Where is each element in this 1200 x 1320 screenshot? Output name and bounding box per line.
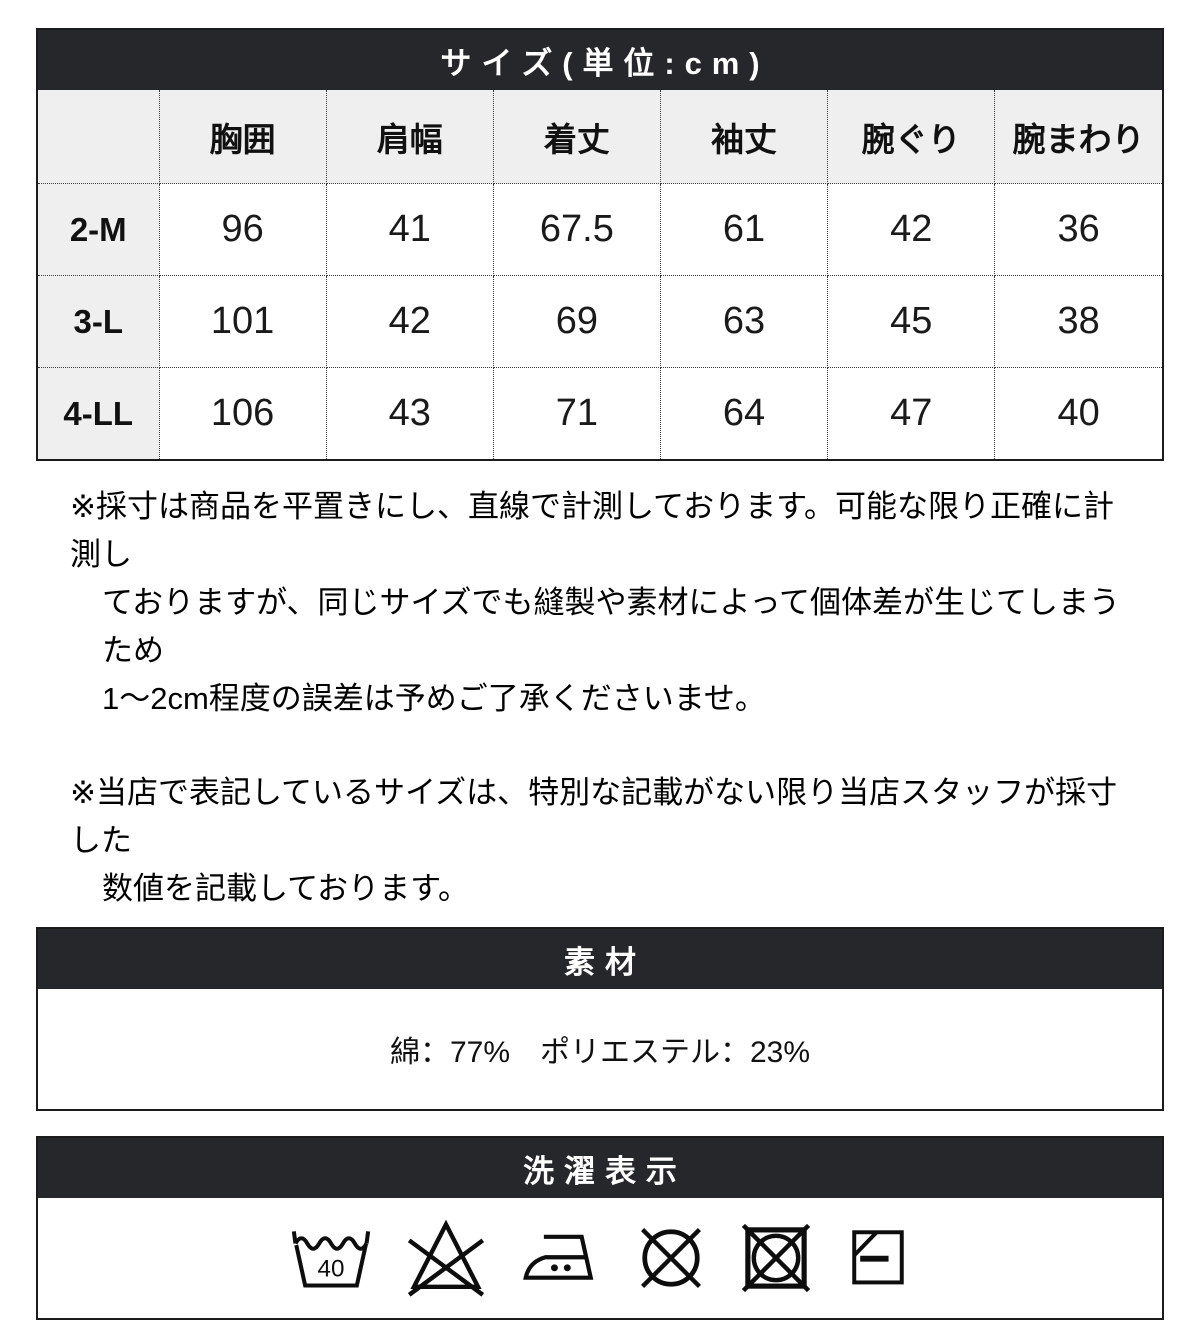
table-cell: 61 bbox=[659, 183, 829, 276]
note-line: ておりますが、同じサイズでも縫製や素材によって個体差が生じてしまうため bbox=[102, 585, 1121, 668]
table-cell: 36 bbox=[994, 183, 1163, 276]
size-table-section: サイズ(単位:cm) 胸囲 肩幅 着丈 袖丈 腕ぐり 腕まわり 2-M bbox=[36, 28, 1164, 461]
do-not-tumble-dry-icon bbox=[741, 1223, 811, 1293]
note-line: 数値を記載しております。 bbox=[102, 871, 470, 906]
do-not-dry-clean-icon bbox=[641, 1228, 701, 1288]
table-cell: 96 bbox=[158, 183, 327, 276]
size-table-header-row: 胸囲 肩幅 着丈 袖丈 腕ぐり 腕まわり bbox=[37, 89, 1163, 184]
care-icons-row: 40 bbox=[38, 1198, 1162, 1318]
table-cell: 45 bbox=[827, 275, 996, 368]
table-row-4ll: 4-LL 106 43 71 64 47 40 bbox=[37, 367, 1163, 460]
measurement-note: ※採寸は商品を平置きにし、直線で計測しております。可能な限り正確に計測し ており… bbox=[70, 483, 1134, 723]
table-cell: 67.5 bbox=[492, 183, 661, 276]
iron-two-dots-icon bbox=[523, 1234, 594, 1280]
column-header-length: 着丈 bbox=[492, 89, 661, 184]
note-line: ※採寸は商品を平置きにし、直線で計測しております。可能な限り正確に計測し bbox=[70, 489, 1115, 572]
note-line: 1～2cm程度の誤差は予めご了承くださいませ。 bbox=[102, 681, 766, 716]
table-cell: 71 bbox=[492, 367, 661, 460]
table-cell: 43 bbox=[325, 367, 494, 460]
wash-40-icon: 40 bbox=[291, 1231, 371, 1288]
table-cell: 63 bbox=[659, 275, 829, 368]
table-cell: 42 bbox=[325, 275, 494, 368]
column-header-shoulder: 肩幅 bbox=[325, 89, 494, 184]
table-cell: 47 bbox=[827, 367, 996, 460]
column-header-arm-circumference: 腕まわり bbox=[994, 89, 1163, 184]
note-line: ※当店で表記しているサイズは、特別な記載がない限り当店スタッフが採寸した bbox=[70, 775, 1118, 858]
dry-flat-in-shade-icon bbox=[852, 1230, 904, 1285]
table-cell: 101 bbox=[158, 275, 327, 368]
size-table-title: サイズ(単位:cm) bbox=[38, 30, 1162, 90]
laundry-section: 洗濯表示 40 bbox=[36, 1136, 1164, 1320]
table-cell: 41 bbox=[325, 183, 494, 276]
row-label: 4-LL bbox=[37, 367, 160, 460]
do-not-bleach-icon bbox=[407, 1219, 485, 1297]
table-cell: 106 bbox=[158, 367, 327, 460]
column-header-armhole: 腕ぐり bbox=[827, 89, 996, 184]
row-label: 2-M bbox=[37, 183, 160, 276]
table-row-3l: 3-L 101 42 69 63 45 38 bbox=[37, 275, 1163, 368]
column-header-sleeve: 袖丈 bbox=[659, 89, 829, 184]
table-cell: 64 bbox=[659, 367, 829, 460]
corner-cell bbox=[37, 89, 160, 184]
notes: ※採寸は商品を平置きにし、直線で計測しております。可能な限り正確に計測し ており… bbox=[70, 483, 1134, 913]
laundry-title: 洗濯表示 bbox=[38, 1138, 1162, 1198]
column-header-chest: 胸囲 bbox=[158, 89, 327, 184]
table-row-2m: 2-M 96 41 67.5 61 42 36 bbox=[37, 183, 1163, 276]
staff-measured-note: ※当店で表記しているサイズは、特別な記載がない限り当店スタッフが採寸した 数値を… bbox=[70, 769, 1134, 913]
table-cell: 42 bbox=[827, 183, 996, 276]
table-cell: 40 bbox=[994, 367, 1163, 460]
wash-temperature-label: 40 bbox=[318, 1256, 345, 1283]
table-cell: 69 bbox=[492, 275, 661, 368]
material-section: 素材 綿：77% ポリエステル：23% bbox=[36, 927, 1164, 1111]
row-label: 3-L bbox=[37, 275, 160, 368]
size-table: 胸囲 肩幅 着丈 袖丈 腕ぐり 腕まわり 2-M 96 41 67.5 61 4… bbox=[37, 89, 1163, 460]
material-composition: 綿：77% ポリエステル：23% bbox=[389, 1036, 811, 1069]
table-cell: 38 bbox=[994, 275, 1163, 368]
material-title: 素材 bbox=[38, 929, 1162, 989]
